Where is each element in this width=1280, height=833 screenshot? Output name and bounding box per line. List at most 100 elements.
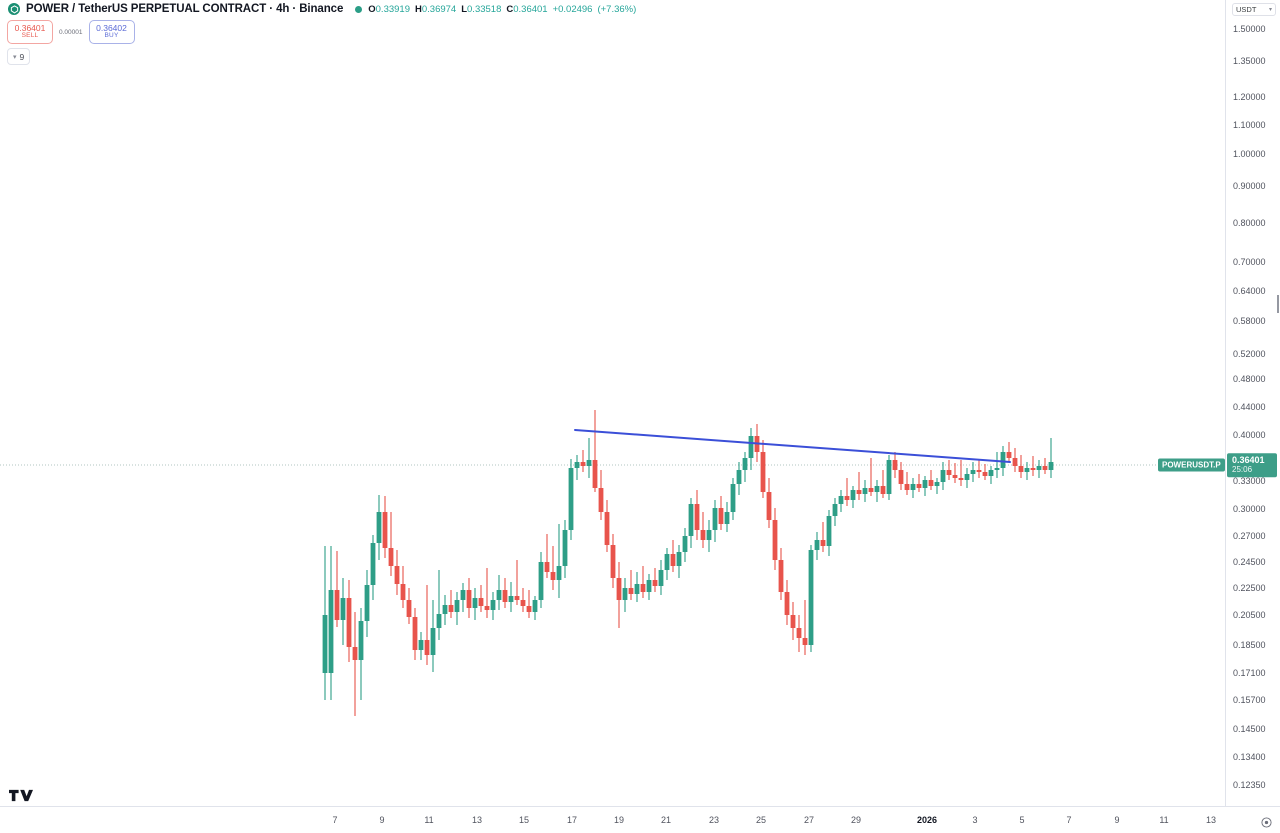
candlestick <box>664 548 670 580</box>
symbol-title[interactable]: POWER / TetherUS PERPETUAL CONTRACT · 4h… <box>26 3 344 15</box>
chart-plot-area[interactable] <box>0 0 1225 806</box>
candlestick <box>928 470 934 490</box>
candlestick <box>682 528 688 562</box>
candlestick-canvas <box>0 410 1225 716</box>
candlestick <box>718 496 724 530</box>
currency-label: USDT <box>1236 5 1257 14</box>
candlestick <box>904 472 910 495</box>
candlestick <box>976 460 982 478</box>
time-tick: 11 <box>1159 815 1169 825</box>
ohlc-low-value: 0.33518 <box>467 3 502 15</box>
candlestick <box>964 468 970 488</box>
candlestick <box>358 608 364 700</box>
candlestick <box>622 578 628 612</box>
candlestick <box>880 470 886 498</box>
time-scale[interactable]: 7 9 11 13 15 17 19 21 23 25 27 29 2026 3 5 7 9 11 13 <box>0 806 1280 832</box>
time-tick: 9 <box>1114 815 1120 825</box>
candlestick <box>826 510 832 556</box>
candlestick <box>712 500 718 542</box>
candlestick <box>604 500 610 552</box>
time-tick: 19 <box>613 815 625 825</box>
price-tick: 1.50000 <box>1233 24 1266 34</box>
candlestick <box>838 490 844 512</box>
bar-countdown: 25:06 <box>1232 465 1253 475</box>
candlestick <box>400 566 406 608</box>
time-tick: 21 <box>660 815 672 825</box>
candlestick <box>736 462 742 495</box>
price-scale[interactable]: USDT ▾ 1.50000 1.35000 1.20000 1.10000 1.000… <box>1225 0 1280 806</box>
ohlc-open-label: O <box>368 3 376 15</box>
time-tick: 13 <box>1205 815 1217 825</box>
sell-price: 0.36401 <box>14 23 46 34</box>
candlestick <box>538 552 544 608</box>
candlestick <box>1048 438 1054 478</box>
current-price-value: 0.36401 <box>1232 455 1265 466</box>
ohlc-close-value: 0.36401 <box>513 3 548 15</box>
depth-selector[interactable]: ▾ 9 <box>7 48 31 65</box>
timescale-settings-icon[interactable] <box>1261 815 1272 828</box>
candlestick <box>448 590 454 618</box>
time-tick: 29 <box>850 815 862 825</box>
price-tick: 0.13400 <box>1233 752 1266 762</box>
buy-button[interactable]: 0.36402 BUY <box>88 20 135 44</box>
price-tick: 0.40000 <box>1233 430 1266 440</box>
time-tick: 9 <box>379 815 385 825</box>
candlestick <box>724 502 730 532</box>
price-tick: 0.12350 <box>1233 780 1266 790</box>
candlestick <box>982 464 988 480</box>
price-tick: 0.24500 <box>1233 557 1266 567</box>
market-status-dot <box>355 5 363 13</box>
candlestick <box>874 480 880 502</box>
candlestick <box>814 532 820 560</box>
price-tick: 0.80000 <box>1233 218 1266 228</box>
candlestick <box>1036 460 1042 478</box>
tradingview-logo-icon[interactable] <box>9 788 33 804</box>
candlestick <box>430 600 436 672</box>
candlestick <box>856 472 862 500</box>
candlestick <box>1024 462 1030 480</box>
candlestick <box>790 602 796 640</box>
time-tick: 5 <box>1019 815 1025 825</box>
candlestick <box>562 520 568 578</box>
candlestick <box>484 568 490 618</box>
price-tick: 1.35000 <box>1233 56 1266 66</box>
candlestick <box>970 462 976 482</box>
currency-dropdown[interactable]: USDT ▾ <box>1232 3 1276 16</box>
candlestick <box>922 476 928 496</box>
price-tick: 0.52000 <box>1233 349 1266 359</box>
price-tick: 0.90000 <box>1233 181 1266 191</box>
candlestick <box>832 498 838 526</box>
price-tick: 0.48000 <box>1233 374 1266 384</box>
candlestick <box>544 534 550 578</box>
candlestick <box>460 583 466 612</box>
ohlc-high-value: 0.36974 <box>421 3 457 15</box>
price-tick: 1.10000 <box>1233 120 1266 130</box>
candlestick <box>760 440 766 498</box>
candlestick <box>892 452 898 478</box>
candlestick <box>454 592 460 625</box>
candlestick <box>370 535 376 600</box>
symbol-price-badge: POWERUSDT.P <box>1158 458 1225 472</box>
trendline[interactable] <box>574 429 1011 463</box>
candlestick <box>670 540 676 572</box>
candlestick <box>676 545 682 578</box>
cursor-artifact <box>1277 295 1279 313</box>
price-tick: 0.15700 <box>1233 695 1266 705</box>
ohlc-close-label: C <box>506 3 514 15</box>
candlestick <box>478 585 484 612</box>
sell-button[interactable]: 0.36401 SELL <box>7 20 53 44</box>
candlestick <box>658 560 664 595</box>
candlestick <box>436 570 442 640</box>
candlestick <box>1018 455 1024 478</box>
candlestick <box>910 478 916 498</box>
candlestick <box>508 582 514 612</box>
candlestick <box>340 578 346 645</box>
time-tick: 7 <box>1066 815 1072 825</box>
candlestick <box>532 596 538 620</box>
candlestick <box>628 570 634 600</box>
trade-panel: 0.36401 SELL 0.00001 0.36402 BUY <box>7 20 135 44</box>
price-tick: 0.17100 <box>1233 668 1266 678</box>
current-price-tag[interactable]: 0.36401 25:06 <box>1227 453 1277 477</box>
candlestick <box>862 480 868 502</box>
candlestick <box>388 512 394 576</box>
